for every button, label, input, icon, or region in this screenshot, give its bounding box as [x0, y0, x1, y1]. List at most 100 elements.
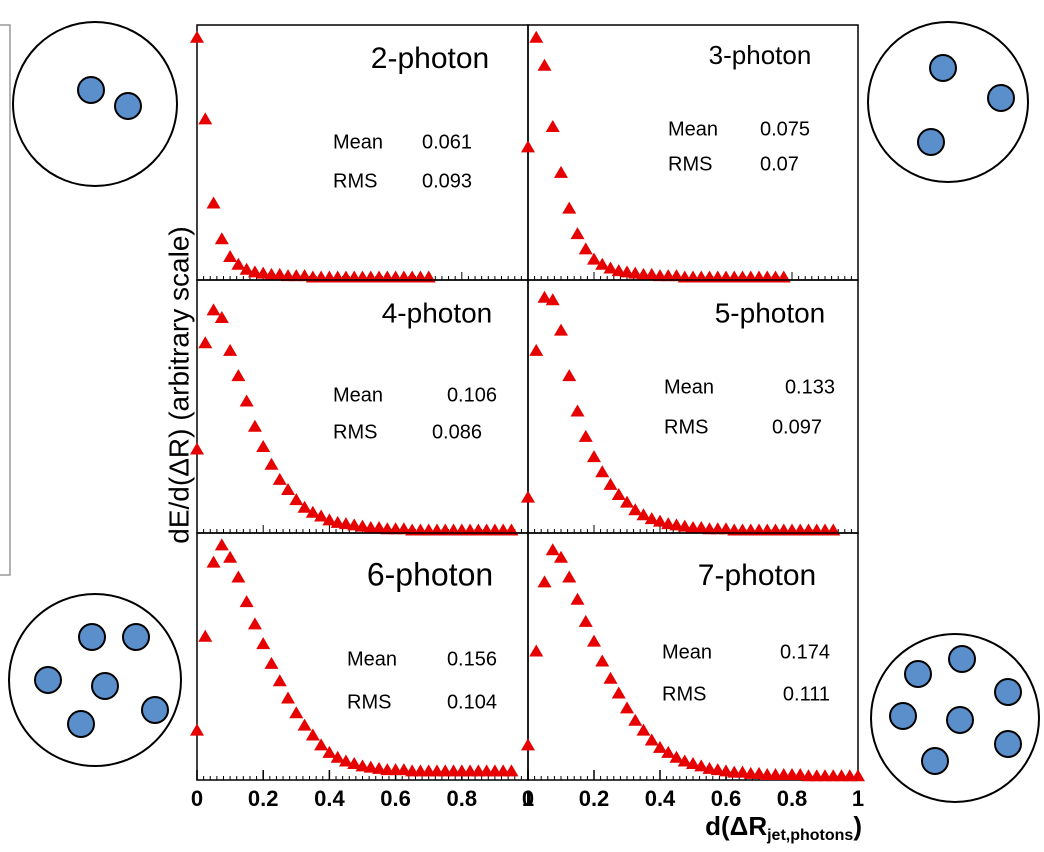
- stat-value: 0.093: [422, 170, 472, 192]
- marker: [231, 257, 246, 270]
- marker: [396, 763, 411, 776]
- marker: [537, 290, 552, 303]
- x-axis-label: d(ΔRjet,photons): [705, 811, 862, 844]
- stat-label: RMS: [333, 421, 377, 443]
- stat-label: Mean: [668, 118, 718, 140]
- panel-title: 2-photon: [371, 42, 489, 75]
- marker: [355, 759, 370, 772]
- marker: [578, 242, 593, 255]
- marker: [272, 267, 287, 280]
- marker: [554, 550, 568, 563]
- marker: [247, 419, 262, 432]
- marker: [314, 738, 329, 751]
- marker: [305, 728, 320, 741]
- stat-value: 0.133: [785, 376, 835, 398]
- marker: [239, 262, 254, 275]
- marker: [661, 745, 676, 758]
- x-tick-label: 0: [522, 786, 534, 811]
- marker: [272, 472, 287, 485]
- marker: [710, 763, 725, 776]
- panel-title: 7-photon: [698, 559, 816, 592]
- marker: [694, 759, 709, 772]
- marker: [595, 654, 610, 667]
- marker: [545, 120, 560, 132]
- marker: [587, 450, 601, 463]
- marker: [247, 617, 262, 630]
- stat-value: 0.104: [447, 691, 497, 713]
- stat-value: 0.156: [447, 648, 497, 670]
- marker: [190, 30, 204, 43]
- marker: [206, 303, 221, 316]
- marker: [595, 465, 610, 478]
- marker: [644, 267, 659, 280]
- x-tick-label: 0.8: [447, 786, 478, 811]
- marker: [603, 261, 618, 274]
- marker: [338, 517, 353, 530]
- marker: [521, 738, 535, 751]
- x-tick-label: 0: [191, 786, 203, 811]
- marker: [752, 766, 766, 779]
- marker: [231, 369, 246, 382]
- marker: [636, 508, 651, 521]
- marker: [264, 457, 279, 470]
- marker: [603, 477, 618, 490]
- marker: [570, 404, 585, 417]
- panel-title: 5-photon: [715, 297, 826, 328]
- marker: [206, 196, 221, 209]
- marker: [521, 140, 535, 153]
- stat-label: RMS: [333, 170, 377, 192]
- marker: [570, 227, 585, 240]
- marker: [793, 768, 808, 781]
- marker: [297, 269, 312, 282]
- marker: [256, 439, 271, 452]
- icon-7: [870, 633, 1040, 803]
- marker: [611, 488, 626, 501]
- marker: [297, 500, 312, 513]
- marker: [677, 754, 692, 767]
- panel-title: 3-photon: [709, 40, 812, 70]
- marker: [322, 513, 337, 526]
- marker: [611, 686, 626, 699]
- marker: [281, 482, 296, 495]
- marker: [537, 575, 552, 588]
- marker: [628, 266, 643, 279]
- marker: [214, 538, 229, 551]
- marker: [322, 745, 337, 758]
- x-tick-label: 1: [852, 786, 864, 811]
- marker: [190, 442, 204, 455]
- marker: [677, 519, 692, 532]
- marker: [545, 293, 560, 306]
- x-tick-label: 0.4: [314, 786, 345, 811]
- marker: [562, 201, 577, 214]
- marker: [289, 706, 304, 719]
- marker: [529, 343, 544, 356]
- stat-value: 0.086: [432, 421, 482, 443]
- stat-value: 0.111: [783, 683, 830, 705]
- marker: [636, 723, 651, 736]
- marker: [719, 764, 733, 777]
- x-axis-label-sub: jet,photons: [766, 827, 853, 844]
- x-tick-label: 0.4: [645, 786, 676, 811]
- stat-label: Mean: [347, 648, 397, 670]
- marker: [347, 518, 362, 531]
- panel-title: 6-photon: [367, 556, 493, 592]
- marker: [504, 764, 519, 777]
- icon-2: [12, 21, 178, 187]
- marker: [628, 503, 643, 516]
- marker: [570, 592, 585, 605]
- marker: [355, 519, 370, 532]
- marker: [305, 505, 320, 518]
- marker: [644, 512, 659, 525]
- marker: [537, 58, 552, 71]
- marker: [330, 515, 345, 528]
- marker: [578, 429, 593, 442]
- x-tick-label: 1: [522, 786, 534, 811]
- marker: [198, 112, 213, 125]
- stat-label: Mean: [664, 376, 714, 398]
- marker: [198, 629, 213, 642]
- panel-title: 4-photon: [382, 297, 493, 328]
- icon-3: [867, 21, 1029, 183]
- stat-value: 0.07: [760, 153, 799, 175]
- stat-value: 0.061: [422, 131, 472, 153]
- marker: [330, 750, 345, 763]
